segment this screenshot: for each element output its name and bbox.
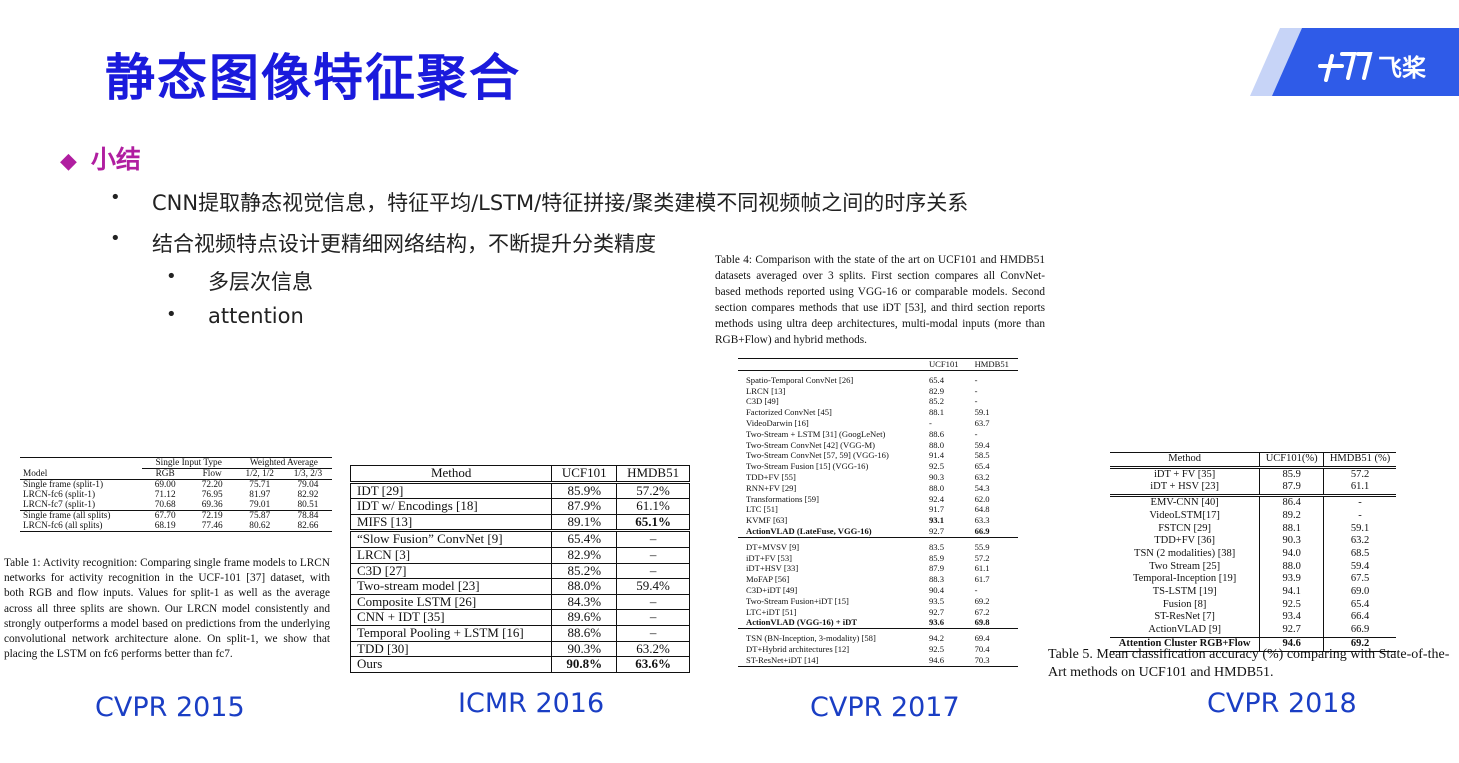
table-row: iDT+FV [53] 85.9 57.2 [746,552,990,563]
table-caption: Table 1: Activity recognition: Comparing… [4,557,330,661]
table-row: LRCN [13] 82.9- [746,385,978,396]
table-row: Single frame (split-1) 69.00 72.20 75.71 79.… [23,480,319,490]
table-row: Factorized ConvNet [45] 88.1 59.1 [746,407,990,418]
table-row: MIFS [13] 89.1% 65.1% [349,513,690,532]
diamond-bullet-icon: ◆ [60,149,77,174]
bullet-text: 多层次信息 [208,270,313,294]
table-row: ActionVLAD [9] 92.7 66.9 [1110,624,1396,638]
section-label: 小结 [90,145,141,174]
section-heading: ◆ 小结 [60,140,141,176]
table-row: C3D+iDT [49] 90.4- [746,584,978,595]
column-header: Model [23,468,48,479]
venue-label: CVPR 2018 [1207,688,1357,719]
table-row: EMV-CNN [40] 86.4- [1110,495,1396,510]
table-row: KVMF [63] 93.1 63.3 [746,515,990,526]
table-row: TSN (2 modalities) [38] 94.0 68.5 [1110,547,1396,561]
bullet-text: CNN提取静态视觉信息，特征平均/LSTM/特征拼接/聚类建模不同视频帧之间的时… [152,191,969,215]
bullet-dot-icon: • [110,228,121,249]
table-row: Two-Stream ConvNet [42] (VGG-M) 88.0 59.4 [746,439,990,450]
table-row: Single frame (all splits) 67.70 72.19 75.87… [23,511,319,521]
table-row: ST-ResNet [7] 93.4 66.4 [1110,611,1396,625]
table-row: Two-Stream + LSTM [31] (GoogLeNet) 88.6- [746,428,978,439]
attention-cluster-table: Method UCF101(%) HMDB51 (%) iDT + FV [35… [1110,452,1396,652]
table-row: LRCN-fc7 (split-1) 70.68 69.36 79.01 80.51 [20,500,332,511]
table-row: VideoLSTM[17] 89.2- [1110,509,1396,523]
table-row: C3D [27] 85.2% – [349,562,690,580]
bullet-dot-icon: • [110,187,121,208]
table-row: VideoDarwin [16] -63.7 [746,417,990,428]
column-header: UCF101(%) [1259,452,1325,468]
bullet-text: attention [208,304,304,328]
table-row: LTC+iDT [51] 92.7 67.2 [746,606,990,617]
table-row: DT+MVSV [9] 83.5 55.9 [746,541,990,552]
table-row: iDT + FV [35] 85.9 57.2 [1110,467,1396,482]
paddlepaddle-logo: 飞桨 [1250,28,1459,96]
table-row: Fusion [8] 92.5 65.4 [1110,598,1396,612]
table-row: Ours 90.8% 63.6% [349,656,690,673]
column-header: Method [349,465,553,483]
table-row: LRCN-fc6 (split-1) 71.12 76.95 81.97 82.92 [23,490,319,500]
venue-label: CVPR 2015 [95,692,245,723]
column-header: 1/3, 2/3 [293,469,323,479]
table-row: MoFAP [56] 88.3 61.7 [746,574,990,585]
table-row: RNN+FV [29] 88.0 54.3 [746,482,990,493]
bullet-text: 结合视频特点设计更精细网络结构，不断提升分类精度 [152,232,656,256]
table-row: ST-ResNet+iDT [14] 94.6 70.3 [746,654,990,665]
table-row: TDD+FV [55] 90.3 63.2 [746,471,990,482]
table-row: LRCN [3] 82.9% – [349,546,690,564]
bullet-dot-icon: • [166,304,177,325]
table-row: LTC [51] 91.7 64.8 [746,504,990,515]
table-row: TSN (BN-Inception, 3-modality) [58] 94.2 6… [746,633,990,644]
table-row: Transformations [59] 92.4 62.0 [746,493,990,504]
table-row: ActionVLAD (VGG-16) + iDT 93.6 69.8 [738,617,1018,629]
group-header: Weighted Average [235,457,332,469]
table-row: TS-LSTM [19] 94.1 69.0 [1110,586,1396,599]
page-title: 静态图像特征聚合 [105,49,521,107]
table-row: Two-Stream ConvNet [57, 59] (VGG-16) 91.4… [746,450,990,461]
column-header: RGB [155,469,175,479]
column-header: 1/2, 1/2 [245,469,274,479]
table-row: CNN + IDT [35] 89.6% – [349,609,690,626]
column-header: HMDB51 (%) [1329,453,1391,464]
venue-label: CVPR 2017 [810,692,960,723]
column-header: HMDB51 [616,465,690,483]
table-row: C3D [49] 85.2- [746,396,978,407]
group-header: Single Input Type [141,457,236,469]
table-row: iDT + HSV [23] 87.9 61.1 [1110,481,1396,496]
table-caption: Table 4: Comparison with the state of th… [715,254,1045,346]
table-row: LRCN-fc6 (all splits) 68.19 77.46 80.62 82.6… [23,521,319,531]
column-header: UCF101 [928,359,959,369]
table-row: FSTCN [29] 88.1 59.1 [1110,522,1396,536]
table-row: Temporal-Inception [19] 93.9 67.5 [1110,573,1396,587]
table-row: Two-stream model [23] 88.0% 59.4% [349,578,690,595]
table-row: Temporal Pooling + LSTM [16] 88.6% – [349,624,690,642]
venue-label: ICMR 2016 [458,688,605,719]
table-row: TDD+FV [36] 90.3 63.2 [1110,535,1396,548]
table-row: Two-Stream Fusion [15] (VGG-16) 92.5 65.4 [746,461,990,472]
column-header: Flow [202,469,222,479]
table-row: Two-Stream Fusion+iDT [15] 93.5 69.2 [746,595,990,606]
table-row: Composite LSTM [26] 84.3% – [349,593,690,611]
icmr-results-table: Method UCF101 HMDB51 IDT [29] 85.9% 57.2% … [349,465,690,673]
table-row: ActionVLAD (LateFuse, VGG-16) 92.7 66.9 [738,526,1018,538]
table-row: Two Stream [25] 88.0 59.4 [1110,560,1396,574]
table-row: IDT [29] 85.9% 57.2% [349,481,690,500]
column-header: Method [1110,452,1261,468]
table-row: IDT w/ Encodings [18] 87.9% 61.1% [349,498,690,515]
column-header: UCF101 [551,465,618,483]
column-header [738,359,921,371]
table-row: DT+Hybrid architectures [12] 92.5 70.4 [746,643,990,654]
table-caption: Table 5. Mean classification accuracy (%… [1048,647,1450,680]
logo-text: 飞桨 [1378,54,1427,82]
column-header: HMDB51 [974,359,1009,369]
table-row: iDT+HSV [33] 87.9 61.1 [746,563,990,574]
table-row: TDD [30] 90.3% 63.2% [349,640,690,658]
table-row: Spatio-Temporal ConvNet [26] 65.4- [746,374,978,385]
bullet-dot-icon: • [166,266,177,287]
table-row: Attention Cluster RGB+Flow 94.6 69.2 [1110,637,1396,652]
table-row: “Slow Fusion” ConvNet [9] 65.4% – [349,530,690,548]
actionvlad-results-table: UCF101 HMDB51 Spatio-Temporal ConvNet [2… [738,358,1018,667]
lrcn-results-table: Single Input Type Weighted Average Model… [20,457,332,532]
